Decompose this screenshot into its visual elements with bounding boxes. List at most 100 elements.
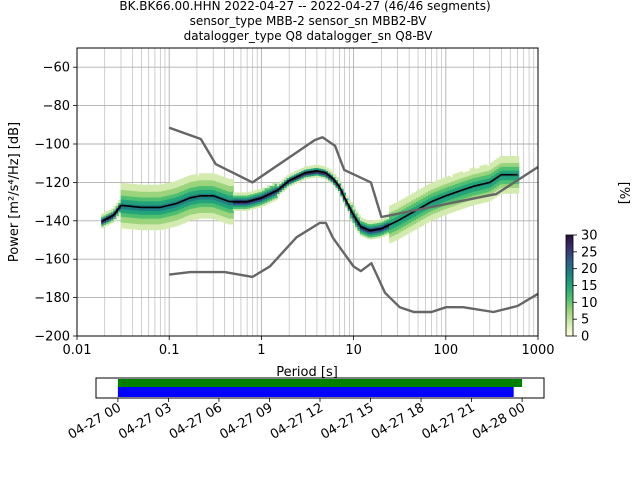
density-cell xyxy=(115,212,120,216)
density-cell xyxy=(140,186,144,190)
density-cell xyxy=(206,215,210,219)
density-cell xyxy=(223,209,227,214)
density-cell xyxy=(110,212,115,216)
density-cell xyxy=(423,213,427,217)
density-cell xyxy=(396,213,400,217)
density-cell xyxy=(137,199,142,204)
density-cell xyxy=(398,215,403,219)
density-cell xyxy=(281,184,285,189)
density-cell xyxy=(135,222,139,226)
density-cell xyxy=(450,188,454,192)
density-cell xyxy=(442,212,447,216)
density-cell xyxy=(203,203,207,208)
density-cell xyxy=(498,171,503,176)
density-cell xyxy=(511,157,515,162)
density-cell xyxy=(215,191,220,196)
density-cell xyxy=(433,196,437,201)
density-cell xyxy=(452,183,456,187)
density-cell xyxy=(257,189,261,193)
density-cell xyxy=(113,217,117,221)
density-cell xyxy=(159,211,163,215)
density-cell xyxy=(167,190,171,194)
density-cell xyxy=(445,182,449,186)
density-cell xyxy=(391,215,395,219)
density-cell xyxy=(413,201,417,205)
density-cell xyxy=(472,198,476,202)
density-cell xyxy=(479,190,483,194)
density-cell xyxy=(150,184,154,188)
density-cell xyxy=(408,194,412,199)
density-cell xyxy=(128,216,132,220)
y-tick-label: −60 xyxy=(43,61,70,76)
density-cell xyxy=(291,180,295,184)
density-cell xyxy=(137,203,142,207)
density-cell xyxy=(145,215,149,219)
density-cell xyxy=(306,171,310,176)
density-cell xyxy=(120,213,124,217)
density-cell xyxy=(267,200,271,204)
density-cell xyxy=(376,219,381,223)
density-cell xyxy=(445,178,449,182)
density-cell xyxy=(213,210,217,214)
density-cell xyxy=(274,187,278,191)
density-cell xyxy=(325,175,329,179)
density-cell xyxy=(164,198,168,202)
density-cell xyxy=(135,184,139,188)
density-cell xyxy=(103,221,107,226)
density-cell xyxy=(154,194,159,198)
density-cell xyxy=(186,212,190,216)
density-cell xyxy=(196,187,200,191)
density-cell xyxy=(457,180,461,184)
density-cell xyxy=(174,194,178,198)
density-cell xyxy=(508,165,512,169)
timeline-tick-label: 04-27 06 xyxy=(167,400,225,442)
density-cell xyxy=(208,213,212,217)
density-cell xyxy=(433,214,437,218)
density-cell xyxy=(211,213,215,217)
density-cell xyxy=(137,197,142,202)
density-cell xyxy=(147,225,151,229)
density-cell xyxy=(191,186,195,190)
density-cell xyxy=(474,201,478,205)
density-cell xyxy=(132,184,137,188)
density-cell xyxy=(496,185,500,189)
density-cell xyxy=(401,233,405,237)
density-cell xyxy=(506,165,510,169)
density-cell xyxy=(191,176,195,180)
density-cell xyxy=(120,207,124,212)
density-cell xyxy=(440,193,444,198)
density-cell xyxy=(503,190,508,194)
density-cell xyxy=(464,202,469,206)
density-cell xyxy=(354,221,359,226)
density-cell xyxy=(257,191,261,195)
density-cell xyxy=(435,211,439,215)
density-cell xyxy=(128,223,132,228)
density-cell xyxy=(237,196,242,200)
density-cell xyxy=(325,177,329,181)
density-cell xyxy=(157,200,161,204)
density-cell xyxy=(286,175,290,179)
density-cell xyxy=(128,220,132,224)
density-cell xyxy=(162,191,166,195)
density-cell xyxy=(184,196,188,200)
density-cell xyxy=(447,206,451,210)
density-cell xyxy=(215,203,220,207)
density-cell xyxy=(433,181,437,185)
density-cell xyxy=(464,196,469,200)
density-cell xyxy=(132,197,137,201)
density-cell xyxy=(137,186,142,190)
density-cell xyxy=(230,211,234,215)
density-cell xyxy=(423,200,427,204)
density-cell xyxy=(459,192,464,196)
density-cell xyxy=(137,207,142,211)
density-cell xyxy=(181,181,185,186)
density-cell xyxy=(132,212,137,217)
density-cell xyxy=(169,187,173,192)
density-cell xyxy=(218,179,222,183)
density-cell xyxy=(342,200,346,204)
density-cell xyxy=(491,190,495,194)
density-cell xyxy=(193,179,198,184)
density-cell xyxy=(245,203,249,208)
series-mean-line xyxy=(102,170,518,232)
density-cell xyxy=(496,163,500,168)
